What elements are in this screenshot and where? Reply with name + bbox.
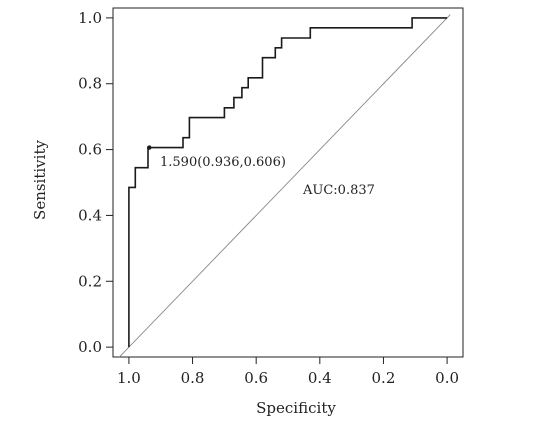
x-axis-ticks: 1.0 0.8 0.6 0.4 0.2 0.0 — [117, 357, 459, 387]
x-axis-label: Specificity — [256, 399, 336, 417]
x-tick-label: 0.8 — [181, 369, 205, 387]
x-tick-label: 0.6 — [244, 369, 268, 387]
y-tick-label: 0.2 — [78, 272, 102, 290]
y-tick-label: 0.6 — [78, 141, 102, 159]
y-axis-ticks: 0.0 0.2 0.4 0.6 0.8 1.0 — [78, 9, 113, 356]
roc-curve — [128, 17, 448, 348]
x-tick-label: 0.2 — [372, 369, 396, 387]
y-tick-label: 0.0 — [78, 338, 102, 356]
x-tick-label: 0.0 — [435, 369, 459, 387]
plot-frame — [112, 7, 464, 358]
cutoff-point — [147, 145, 152, 150]
x-tick-label: 0.4 — [308, 369, 332, 387]
y-axis-label: Sensitivity — [31, 140, 49, 220]
diagonal-reference-line — [119, 14, 451, 358]
x-tick-label: 1.0 — [117, 369, 141, 387]
cutoff-annotation: 1.590(0.936,0.606) — [160, 155, 286, 170]
y-tick-label: 0.8 — [78, 75, 102, 93]
auc-annotation: AUC:0.837 — [302, 183, 375, 198]
y-tick-label: 1.0 — [78, 9, 102, 27]
y-tick-label: 0.4 — [78, 206, 102, 224]
